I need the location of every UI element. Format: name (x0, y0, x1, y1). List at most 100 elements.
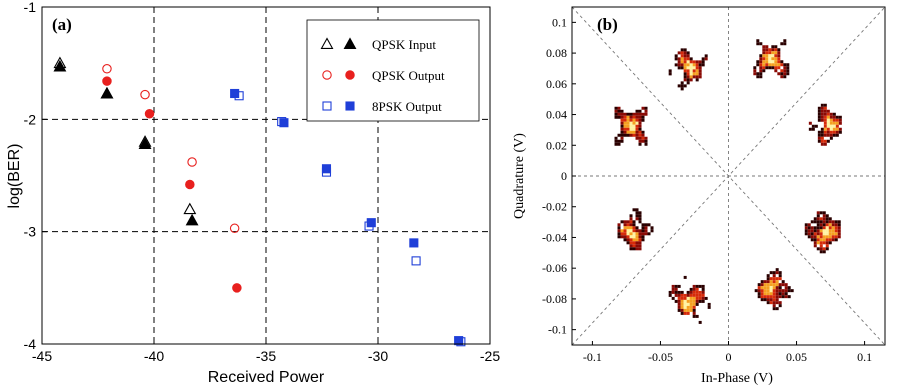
panel-label-b: (b) (597, 15, 618, 34)
heat-cell (701, 287, 705, 291)
heat-cell (825, 235, 829, 239)
heat-cell (774, 57, 778, 61)
heat-cell (668, 290, 672, 294)
data-point (144, 108, 155, 119)
heat-cell (668, 293, 672, 297)
heat-cell (819, 247, 823, 251)
heat-cell (757, 283, 761, 287)
heat-cell (810, 238, 814, 242)
heat-cell (826, 133, 830, 137)
heat-cell (823, 130, 827, 134)
heat-cell (680, 293, 684, 297)
heat-cell (629, 112, 633, 116)
heat-cell (674, 290, 678, 294)
heat-cell (765, 54, 769, 58)
heat-cell (780, 75, 784, 79)
heat-cell (829, 118, 833, 122)
heat-cell (817, 118, 821, 122)
heat-cell (707, 305, 711, 309)
heat-cell (807, 226, 811, 230)
heat-cell (629, 124, 633, 128)
data-point (140, 89, 150, 100)
heat-cell (813, 229, 817, 233)
heat-cell (614, 106, 618, 110)
heat-cell (644, 109, 648, 113)
heat-cell (638, 133, 642, 137)
heat-cell (695, 296, 699, 300)
heat-cell (837, 226, 841, 230)
heat-cell (686, 63, 690, 67)
heat-cell (769, 298, 773, 302)
heat-cell (804, 229, 808, 233)
heat-cell (677, 308, 681, 312)
legend-label: QPSK Input (372, 37, 436, 52)
heat-cell (760, 295, 764, 299)
heat-cell (763, 280, 767, 284)
heat-cell (822, 241, 826, 245)
heat-cell (804, 232, 808, 236)
heat-cell (629, 127, 633, 131)
heat-cell (778, 271, 782, 275)
data-point (102, 76, 112, 86)
heat-cell (784, 283, 788, 287)
heat-cell (689, 287, 693, 291)
heat-cell (768, 57, 772, 61)
heat-cell (778, 301, 782, 305)
heat-cell (686, 290, 690, 294)
heat-cell (774, 48, 778, 52)
heat-cell (777, 72, 781, 76)
data-point (411, 256, 421, 266)
heat-cell (778, 289, 782, 293)
heat-cell (829, 130, 833, 134)
heat-cell (635, 109, 639, 113)
heat-cell (772, 277, 776, 281)
heat-cell (837, 235, 841, 239)
data-point (187, 157, 197, 167)
heat-cell (837, 220, 841, 224)
heat-cell (831, 226, 835, 230)
heat-cell (823, 133, 827, 137)
heat-cell (766, 283, 770, 287)
heat-cell (763, 295, 767, 299)
heat-cell (829, 124, 833, 128)
heat-cell (753, 69, 757, 73)
heat-cell (704, 57, 708, 61)
heat-cell (614, 136, 618, 140)
heat-cell (680, 57, 684, 61)
heat-cell (778, 295, 782, 299)
heat-cell (617, 106, 621, 110)
heat-cell (775, 271, 779, 275)
heat-cell (777, 48, 781, 52)
heat-cell (769, 292, 773, 296)
heat-cell (680, 296, 684, 300)
heat-cell (632, 112, 636, 116)
data-point (185, 213, 199, 226)
heat-cell (692, 293, 696, 297)
heat-cell (626, 226, 630, 230)
heat-cell (784, 292, 788, 296)
heat-cell (775, 298, 779, 302)
heat-cell (816, 226, 820, 230)
heat-cell (823, 109, 827, 113)
heat-cell (638, 115, 642, 119)
heat-cell (674, 57, 678, 61)
heat-cell (635, 244, 639, 248)
heat-cell (638, 235, 642, 239)
heat-cell (677, 84, 681, 88)
heat-cell (835, 118, 839, 122)
heat-cell (638, 124, 642, 128)
heat-cell (828, 229, 832, 233)
y-tick-label: 0.08 (546, 46, 567, 60)
heat-cell (644, 232, 648, 236)
heat-cell (769, 301, 773, 305)
heat-cell (617, 112, 621, 116)
heat-cell (668, 69, 672, 73)
heat-cell (638, 127, 642, 131)
heat-cell (689, 299, 693, 303)
heat-cell (698, 284, 702, 288)
heat-cell (838, 121, 842, 125)
heat-cell (774, 54, 778, 58)
heat-cell (692, 287, 696, 291)
heat-cell (766, 301, 770, 305)
heat-cell (638, 136, 642, 140)
